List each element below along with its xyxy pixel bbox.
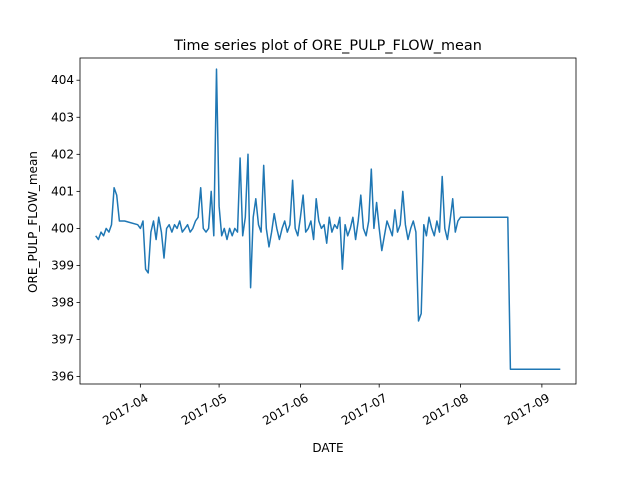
x-tick-label: 2017-06 — [260, 391, 310, 428]
x-axis-title: DATE — [312, 441, 343, 455]
y-tick-label: 398 — [51, 296, 74, 310]
y-tick-label: 400 — [51, 221, 74, 235]
chart-title: Time series plot of ORE_PULP_FLOW_mean — [173, 38, 482, 54]
series-line-0 — [95, 68, 561, 370]
x-axis: 2017-04 2017-05 2017-06 2017-07 2017-08 2017-… — [100, 384, 552, 428]
plot-frame — [79, 57, 577, 385]
y-tick-label: 404 — [51, 73, 74, 87]
y-tick-label: 396 — [51, 370, 74, 384]
y-axis-title: ORE_PULP_FLOW_mean — [26, 151, 40, 293]
x-tick-label: 2017-05 — [179, 391, 229, 428]
y-tick-label: 401 — [51, 184, 74, 198]
plot-area — [95, 68, 561, 370]
y-tick-label: 403 — [51, 110, 74, 124]
x-tick-label: 2017-08 — [420, 391, 470, 428]
y-tick-label: 402 — [51, 147, 74, 161]
y-tick-label: 399 — [51, 258, 74, 272]
x-tick-label: 2017-04 — [100, 391, 150, 428]
y-axis: 396 397 398 399 400 401 402 403 404 — [51, 73, 80, 384]
x-tick-label: 2017-09 — [502, 391, 552, 428]
x-tick-label: 2017-07 — [339, 391, 389, 428]
y-tick-label: 397 — [51, 333, 74, 347]
